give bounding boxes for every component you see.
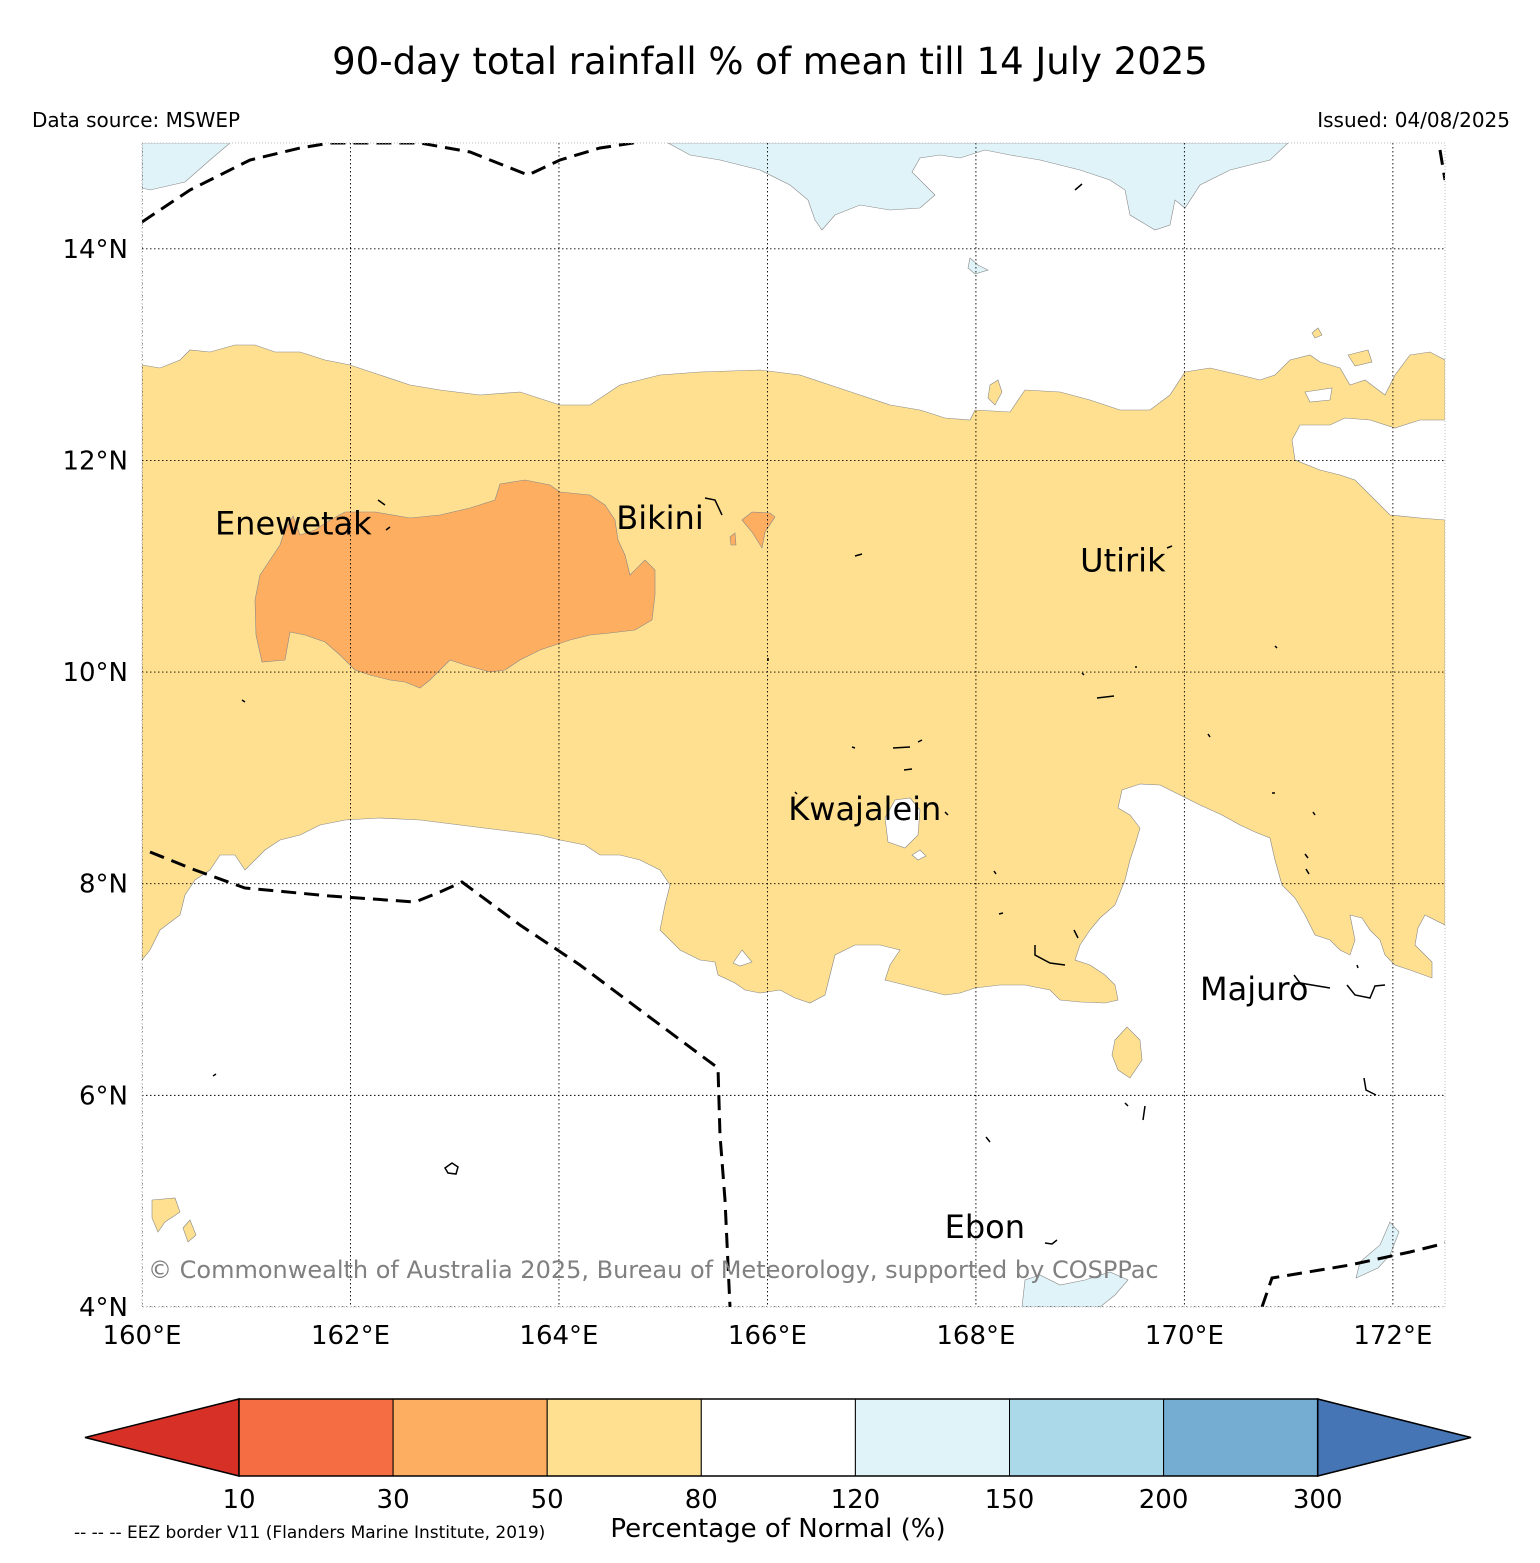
colorbar-segment	[238, 1398, 394, 1477]
dry-region-islet-southwest-2	[182, 1219, 197, 1243]
lat-tick-label: 8°N	[79, 870, 128, 900]
colorbar-tick-label: 120	[831, 1485, 881, 1515]
place-labels: Enewetak Bikini Utirik Kwajalein Majuro Ebon	[215, 499, 1308, 1246]
colorbar-segment	[700, 1398, 856, 1477]
wet-region-south	[1021, 1271, 1129, 1307]
wet-region-southeast	[1355, 1221, 1400, 1279]
colorbar-tick-label: 200	[1139, 1485, 1189, 1515]
map-plot-area	[142, 143, 1445, 1307]
lat-tick-labels: 4°N 6°N 8°N 10°N 12°N 14°N	[62, 235, 128, 1323]
normal-region-hole-kwajalein-2	[911, 849, 927, 861]
colorbar-tick-label: 30	[377, 1485, 410, 1515]
colorbar-over-arrow	[1316, 1398, 1472, 1477]
eez-border-note: -- -- -- EEZ border V11 (Flanders Marine…	[74, 1523, 546, 1543]
dry-region-islet-center	[987, 379, 1003, 406]
lon-tick-label: 172°E	[1353, 1321, 1432, 1351]
very-dry-region-islet-2	[729, 532, 737, 546]
dry-region-islet-south	[1111, 1026, 1143, 1079]
wet-region-north	[142, 143, 231, 191]
colorbar-tick-label: 80	[685, 1485, 718, 1515]
island-north	[1074, 183, 1083, 191]
colorbar-tick-label: 10	[222, 1485, 255, 1515]
colorbar-segment	[546, 1398, 702, 1477]
lon-tick-label: 170°E	[1145, 1321, 1224, 1351]
very-dry-region-islet	[741, 511, 776, 549]
colorbar-tick-labels: 10 30 50 80 120 150 200 300	[222, 1485, 1342, 1515]
place-label: Enewetak	[215, 505, 372, 543]
dry-region-islet-east	[1347, 349, 1373, 367]
colorbar	[84, 1398, 1472, 1477]
normal-region-hole-east	[1304, 387, 1333, 403]
dry-region-islet-north	[1311, 327, 1323, 339]
data-source: Data source: MSWEP	[32, 108, 241, 132]
copyright-notice: © Commonwealth of Australia 2025, Bureau…	[148, 1256, 1159, 1284]
lon-tick-label: 164°E	[519, 1321, 598, 1351]
island-west	[241, 699, 246, 703]
island-south-2	[985, 1136, 991, 1143]
colorbar-outline	[238, 1398, 1319, 1477]
lat-gridlines	[142, 248, 1445, 1307]
lon-tick-label: 162°E	[311, 1321, 390, 1351]
island-arno	[1356, 964, 1377, 1096]
normal-region-hole-south	[732, 949, 753, 967]
lon-tick-label: 168°E	[936, 1321, 1015, 1351]
island-kwajalein-atoll	[892, 739, 949, 816]
colorbar-segment	[1009, 1398, 1165, 1477]
wet-region-small-islet	[967, 257, 989, 275]
island-east-1	[1207, 645, 1278, 738]
colorbar-segment	[854, 1398, 1011, 1477]
colorbar-segment	[1163, 1398, 1319, 1477]
island-east-2	[1272, 792, 1316, 875]
lon-tick-label: 160°E	[102, 1321, 181, 1351]
island-mid-1	[854, 553, 863, 557]
place-label: Majuro	[1200, 970, 1308, 1008]
island-utirik	[1166, 545, 1173, 549]
island-enewetak	[377, 499, 391, 531]
island-mid-4	[794, 746, 856, 795]
lon-tick-label: 166°E	[728, 1321, 807, 1351]
colorbar-title: Percentage of Normal (%)	[610, 1514, 945, 1544]
island-south-1	[1124, 1102, 1146, 1121]
island-outlines	[212, 183, 1386, 1245]
map-frame	[141, 142, 1446, 1308]
colorbar-tick-label: 50	[531, 1485, 564, 1515]
wet-region-north-central	[667, 143, 1289, 231]
place-label: Bikini	[616, 499, 703, 537]
normal-region-hole-kwajalein	[884, 797, 921, 849]
island-ebon	[1044, 1239, 1058, 1245]
place-label: Ebon	[945, 1208, 1025, 1246]
lon-tick-labels: 160°E 162°E 164°E 166°E 168°E 170°E 172°E	[102, 1321, 1432, 1351]
colorbar-tick-label: 150	[985, 1485, 1035, 1515]
dry-region-main	[142, 344, 1445, 1004]
eez-border-south	[149, 850, 732, 1307]
colorbar-under-arrow	[84, 1398, 240, 1477]
eez-border-north	[142, 143, 641, 224]
very-dry-region-enewetak-bikini	[254, 479, 656, 689]
map-title: 90-day total rainfall % of mean till 14 …	[332, 40, 1208, 83]
colorbar-tick-label: 300	[1293, 1485, 1343, 1515]
place-label: Kwajalein	[788, 790, 941, 828]
island-bikini	[704, 497, 723, 516]
place-label: Utirik	[1080, 542, 1166, 580]
issued-date: Issued: 04/08/2025	[1317, 108, 1510, 132]
island-majuro	[1293, 974, 1386, 999]
dry-region-islet-southwest	[151, 1197, 181, 1233]
lat-tick-label: 14°N	[62, 235, 128, 265]
lat-tick-label: 12°N	[62, 446, 128, 476]
lat-tick-label: 10°N	[62, 658, 128, 688]
island-southwest	[212, 1073, 217, 1077]
island-kili	[444, 1162, 459, 1175]
island-mid-3	[1081, 666, 1137, 699]
eez-border-northeast	[1438, 149, 1445, 181]
lat-tick-label: 6°N	[79, 1081, 128, 1111]
lat-tick-label: 4°N	[79, 1293, 128, 1323]
island-lae-wotje	[1034, 929, 1079, 966]
eez-border-southeast	[1260, 1241, 1445, 1307]
colorbar-segment	[392, 1398, 548, 1477]
island-ujae	[993, 870, 1004, 915]
